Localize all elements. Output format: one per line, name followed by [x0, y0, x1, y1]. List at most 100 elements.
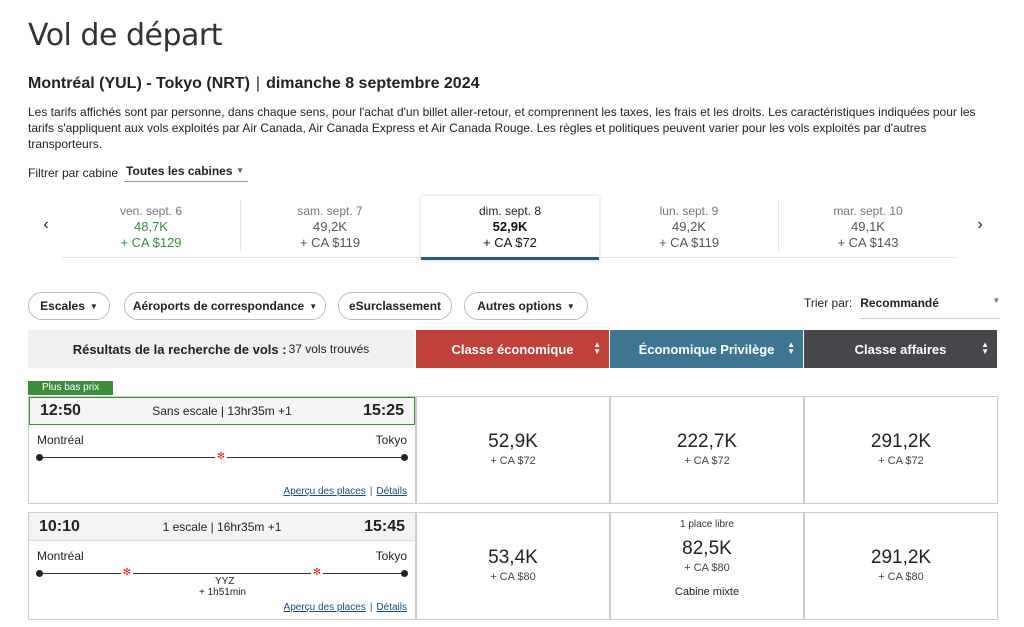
sort-arrows-icon: ▲ ▼ [787, 340, 795, 356]
stop-airport-code: YYZ [215, 576, 235, 587]
flight-row[interactable]: 12:50 Sans escale | 13hr35m +1 15:25 Mon… [28, 396, 416, 504]
seats-left-note: 1 place libre [680, 519, 734, 530]
flight-cities: Montréal Tokyo [29, 425, 415, 447]
fare-points: 291,2K [870, 547, 932, 568]
flight-track: ✻ YYZ + 1h51min ✻ [36, 563, 408, 598]
date-option-selected[interactable]: dim. sept. 8 52,9K + CA $72 [421, 196, 599, 260]
fare-points: 291,2K [870, 431, 932, 452]
fare-business[interactable]: 291,2K + CA $72 [804, 396, 998, 504]
destination-dot [401, 570, 408, 577]
date-option[interactable]: sam. sept. 7 49,2K + CA $119 [241, 196, 419, 258]
cabin-filter-select[interactable]: Toutes les cabines ▼ [124, 164, 249, 182]
date-cash: + CA $143 [837, 235, 899, 250]
details-link[interactable]: Détails [376, 486, 407, 497]
destination-city: Tokyo [375, 549, 407, 563]
link-separator: | [369, 602, 373, 613]
fare-cash: + CA $72 [878, 455, 924, 467]
fare-points: 52,9K [488, 431, 538, 452]
date-label: dim. sept. 8 [478, 204, 542, 218]
sort-label: Trier par: [804, 296, 853, 310]
divider [240, 200, 241, 252]
maple-leaf-icon: ✻ [121, 567, 133, 579]
date-option[interactable]: mar. sept. 10 49,1K + CA $143 [779, 196, 957, 258]
sort-select[interactable]: Recommandé ▼ [860, 296, 1001, 319]
seat-preview-link[interactable]: Aperçu des places [283, 602, 366, 613]
sort-arrows-icon: ▲ ▼ [981, 340, 989, 356]
fare-points: 82,5K [682, 538, 732, 559]
fare-business[interactable]: 291,2K + CA $80 [804, 512, 998, 620]
fare-premium[interactable]: 222,7K + CA $72 [610, 396, 804, 504]
cabin-header-label: Classe économique [451, 341, 574, 357]
details-link[interactable]: Détails [376, 602, 407, 613]
route-heading: Montréal (YUL) - Tokyo (NRT) | dimanche 8 … [28, 75, 480, 93]
date-points: 52,9K [492, 219, 528, 234]
route-cities: Montréal (YUL) - Tokyo (NRT) [28, 75, 250, 92]
fare-cash: + CA $72 [490, 455, 536, 467]
cabin-filter: Filtrer par cabine Toutes les cabines ▼ [28, 164, 249, 182]
date-cash: + CA $72 [483, 235, 537, 250]
results-label: Résultats de la recherche de vols : [72, 341, 287, 357]
page-title: Vol de départ [28, 18, 222, 53]
other-options-button[interactable]: Autres options ▼ [464, 292, 588, 320]
upgrade-filter-label: eSurclassement [348, 299, 442, 313]
date-cash: + CA $129 [120, 235, 182, 250]
depart-time: 10:10 [39, 517, 80, 535]
caret-down-icon: ▼ [89, 301, 98, 311]
fare-cash: + CA $80 [490, 571, 536, 583]
flight-track: ✻ [36, 447, 408, 477]
fare-points: 53,4K [488, 547, 538, 568]
lowest-price-badge: Plus bas prix [28, 381, 114, 395]
flight-stops: Sans escale | 13hr35m +1 [152, 404, 292, 418]
date-option[interactable]: ven. sept. 6 48,7K + CA $129 [62, 196, 240, 258]
route-date: dimanche 8 septembre 2024 [266, 75, 480, 92]
chevron-right-icon[interactable]: › [977, 216, 983, 233]
fare-cash: + CA $80 [878, 571, 924, 583]
stops-filter-button[interactable]: Escales ▼ [28, 292, 110, 320]
date-points: 49,2K [313, 219, 347, 234]
arrive-time: 15:25 [363, 402, 404, 419]
destination-dot [401, 454, 408, 461]
airports-filter-label: Aéroports de correspondance [132, 299, 305, 313]
cabin-header-premium[interactable]: Économique Privilège ▲ ▼ [610, 330, 803, 368]
date-cash: + CA $119 [658, 235, 720, 250]
date-label: mar. sept. 10 [833, 204, 903, 218]
cabin-header-label: Économique Privilège [638, 341, 775, 357]
sort-arrows-icon: ▲ ▼ [593, 340, 601, 356]
date-option[interactable]: lun. sept. 9 49,2K + CA $119 [600, 196, 778, 258]
results-count: 37 vols trouvés [288, 342, 370, 356]
flight-row[interactable]: 10:10 1 escale | 16hr35m +1 15:45 Montré… [28, 512, 416, 620]
caret-down-icon: ▼ [566, 301, 575, 311]
layover-duration: + 1h51min [199, 587, 246, 598]
date-points: 49,1K [851, 219, 885, 234]
date-cash: + CA $119 [299, 235, 361, 250]
route-line [39, 573, 405, 574]
upgrade-filter-button[interactable]: eSurclassement [338, 292, 452, 320]
link-separator: | [369, 486, 373, 497]
airports-filter-button[interactable]: Aéroports de correspondance ▼ [124, 292, 326, 320]
flight-stops: 1 escale | 16hr35m +1 [162, 519, 282, 534]
date-points: 48,7K [134, 219, 168, 234]
cabin-filter-value: Toutes les cabines [126, 164, 233, 178]
sort-value: Recommandé [860, 296, 939, 310]
date-carousel: ‹ ven. sept. 6 48,7K + CA $129 sam. sept… [28, 196, 996, 260]
fare-points: 222,7K [676, 431, 738, 452]
flight-header: 10:10 1 escale | 16hr35m +1 15:45 [29, 513, 415, 541]
stops-filter-label: Escales [40, 299, 85, 313]
fare-economy[interactable]: 53,4K + CA $80 [416, 512, 610, 620]
divider [778, 200, 779, 252]
date-label: sam. sept. 7 [297, 204, 363, 218]
origin-city: Montréal [37, 433, 84, 447]
cabin-header-business[interactable]: Classe affaires ▲ ▼ [804, 330, 997, 368]
cabin-header-economy[interactable]: Classe économique ▲ ▼ [416, 330, 609, 368]
cabin-header-label: Classe affaires [854, 341, 947, 357]
seat-preview-link[interactable]: Aperçu des places [283, 486, 366, 497]
other-options-label: Autres options [477, 299, 562, 313]
caret-down-icon: ▼ [309, 301, 318, 311]
mixed-cabin-note: Cabine mixte [674, 586, 740, 598]
origin-dot [36, 454, 43, 461]
chevron-down-icon: ▼ [236, 166, 245, 175]
origin-city: Montréal [37, 549, 84, 563]
fare-premium[interactable]: 1 place libre 82,5K + CA $80 Cabine mixt… [610, 512, 804, 620]
chevron-left-icon[interactable]: ‹ [43, 216, 49, 233]
fare-economy[interactable]: 52,9K + CA $72 [416, 396, 610, 504]
